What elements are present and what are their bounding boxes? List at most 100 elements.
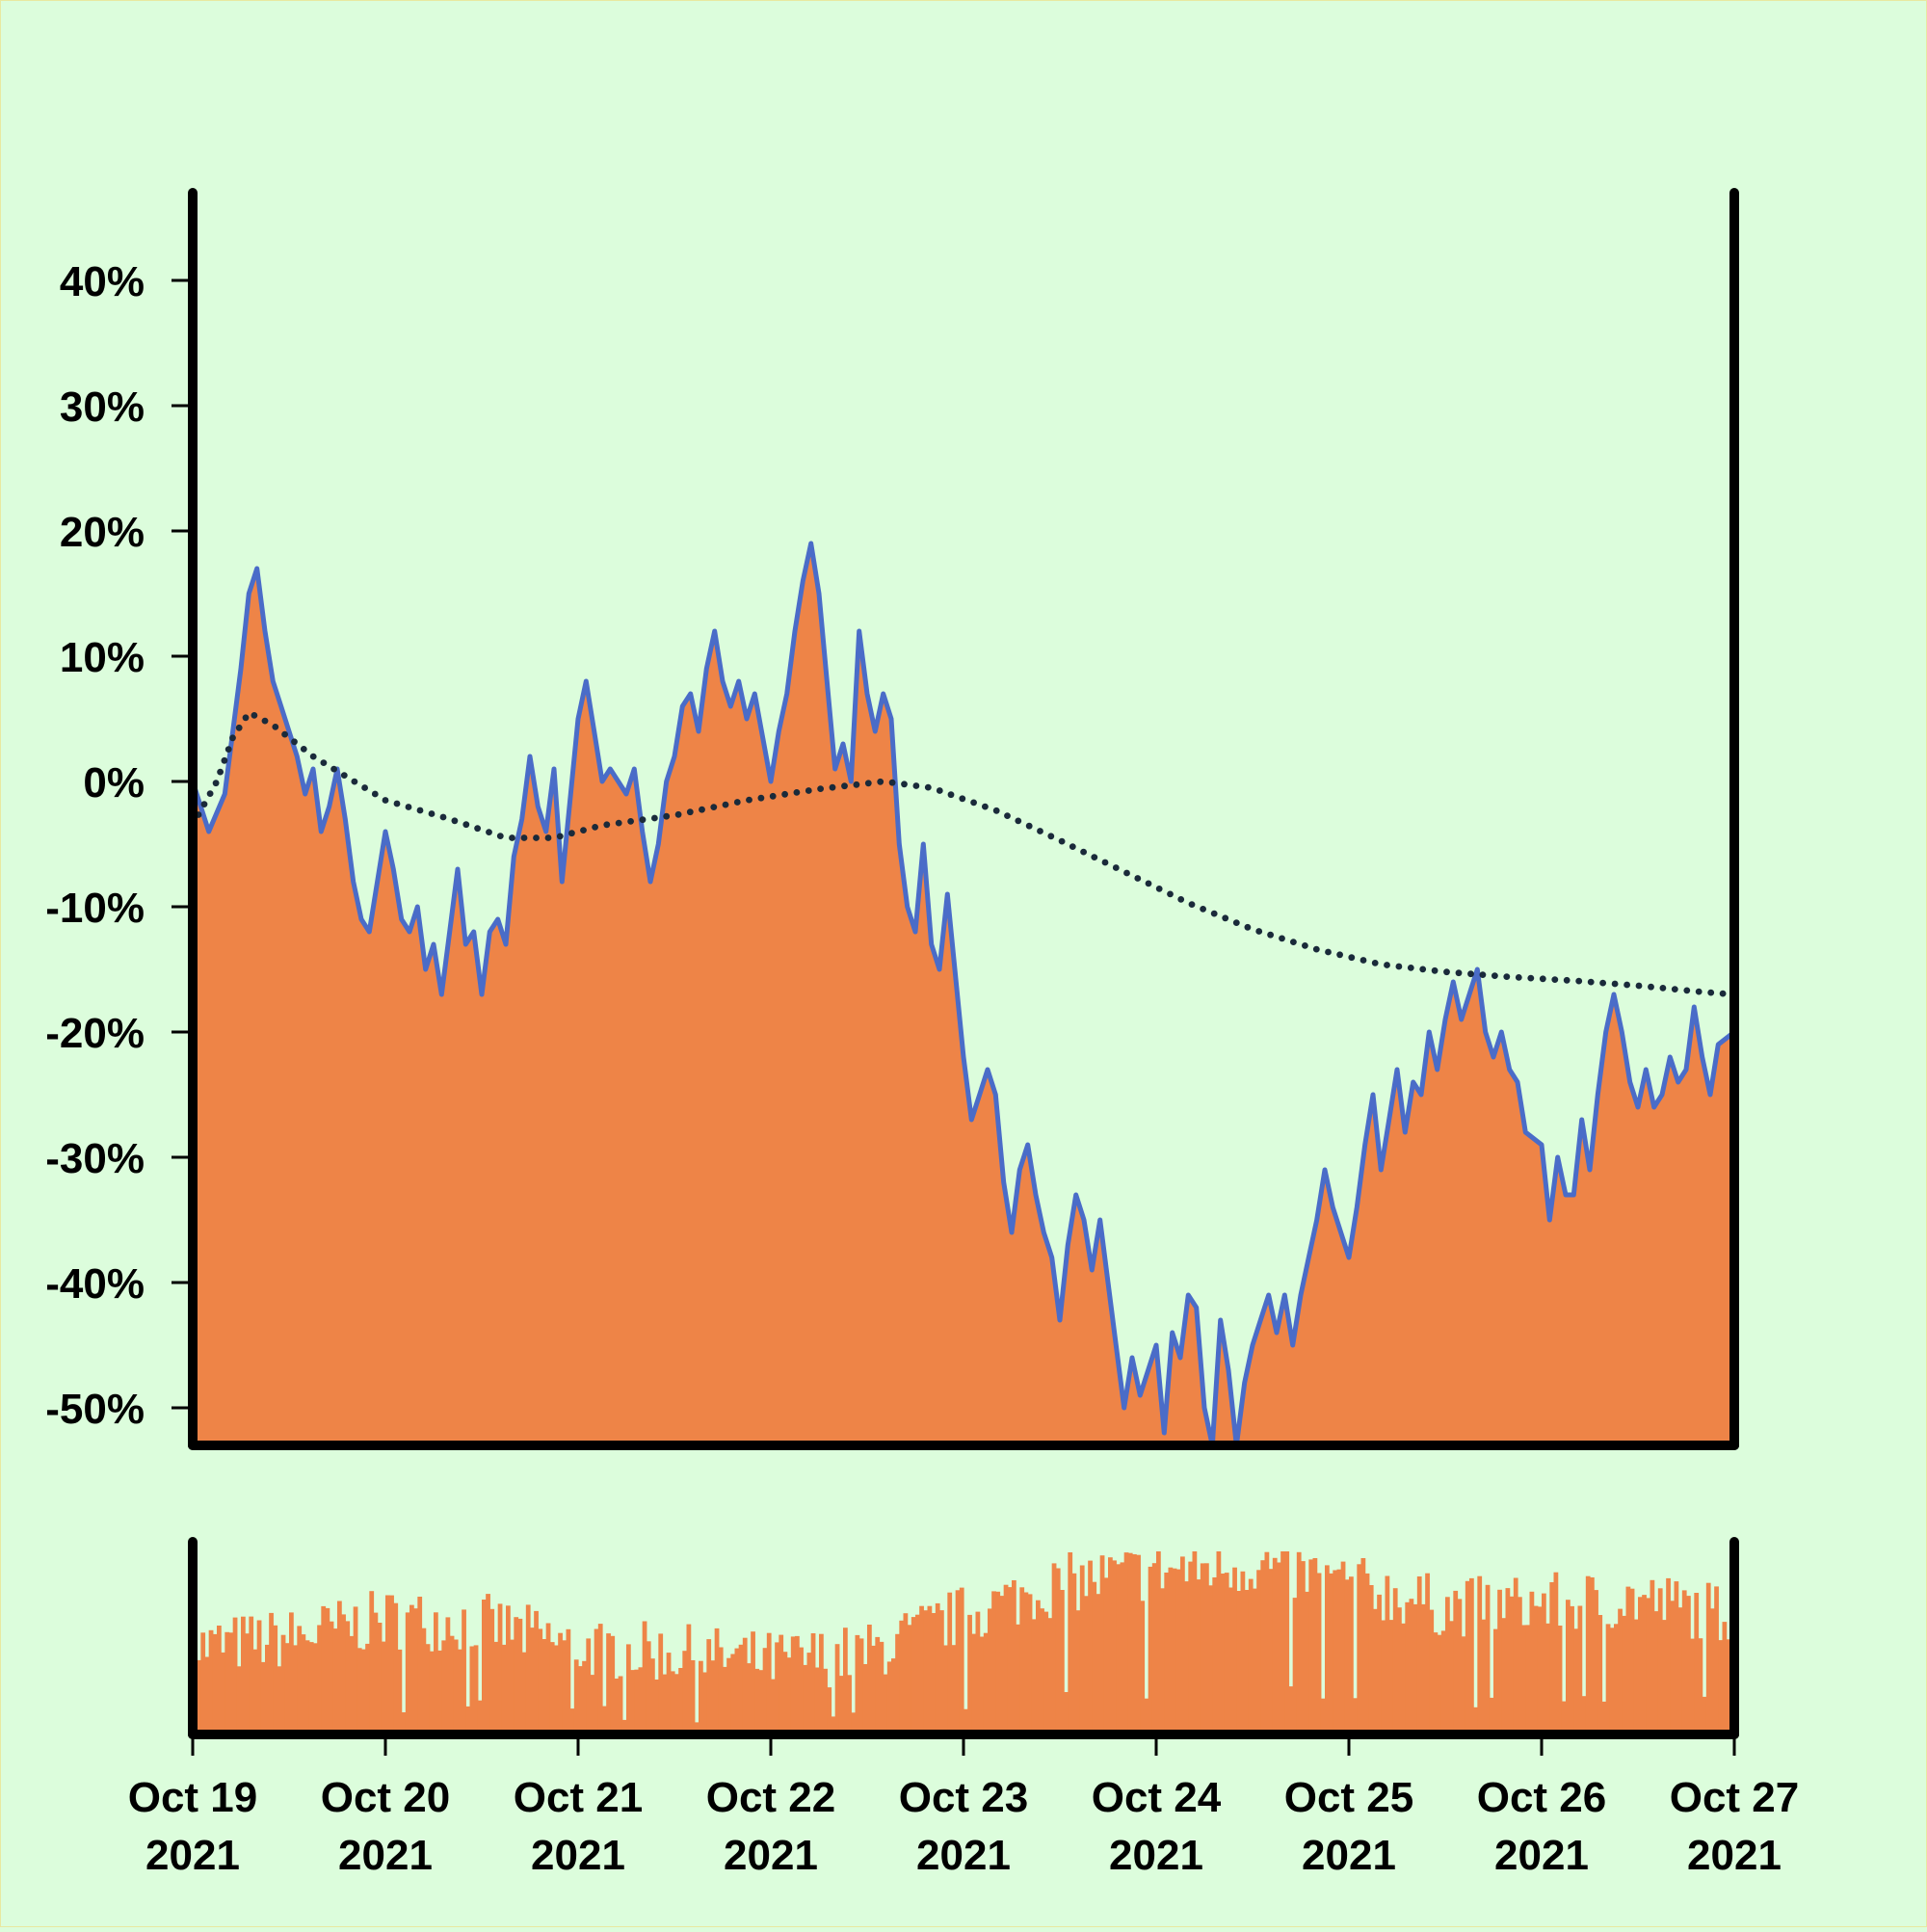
volume-bar bbox=[964, 1708, 968, 1734]
volume-bar bbox=[284, 1643, 290, 1734]
volume-bar bbox=[1392, 1588, 1398, 1734]
volume-bar bbox=[1360, 1558, 1366, 1734]
volume-bar bbox=[434, 1612, 438, 1734]
volume-bar bbox=[482, 1600, 487, 1734]
y-tick-label: 20% bbox=[60, 509, 145, 556]
volume-bar bbox=[1236, 1591, 1242, 1734]
volume-bar bbox=[1043, 1611, 1049, 1734]
volume-bar bbox=[1473, 1707, 1478, 1734]
volume-bar bbox=[650, 1658, 655, 1734]
moving-average-dot bbox=[1719, 990, 1727, 997]
moving-average-dot bbox=[229, 734, 236, 742]
moving-average-dot bbox=[1648, 983, 1654, 991]
moving-average-dot bbox=[829, 783, 836, 791]
volume-bar bbox=[782, 1652, 788, 1734]
volume-bar bbox=[1561, 1701, 1567, 1734]
volume-bar bbox=[1581, 1696, 1587, 1734]
volume-bar bbox=[1204, 1563, 1209, 1734]
volume-bar bbox=[939, 1610, 944, 1734]
volume-bar bbox=[1023, 1592, 1029, 1734]
volume-bar bbox=[1075, 1610, 1081, 1734]
moving-average-dot bbox=[371, 790, 379, 798]
moving-average-dot bbox=[1145, 880, 1152, 887]
volume-bar bbox=[895, 1633, 900, 1734]
volume-bar bbox=[1440, 1630, 1446, 1734]
moving-average-dot bbox=[864, 780, 872, 787]
volume-bar bbox=[449, 1635, 455, 1734]
moving-average-dot bbox=[947, 791, 955, 799]
volume-bar bbox=[626, 1644, 631, 1734]
x-tick-label-year: 2021 bbox=[531, 1832, 625, 1879]
volume-bar bbox=[790, 1636, 796, 1734]
y-tick-label: 40% bbox=[60, 258, 145, 305]
volume-bar bbox=[1357, 1564, 1362, 1734]
moving-average-dot bbox=[817, 785, 824, 792]
volume-bar bbox=[545, 1623, 551, 1734]
volume-bar bbox=[779, 1634, 784, 1734]
moving-average-dot bbox=[1491, 972, 1498, 979]
volume-bar bbox=[558, 1632, 563, 1734]
volume-bar bbox=[1296, 1551, 1302, 1734]
moving-average-dot bbox=[853, 781, 860, 788]
volume-bar bbox=[766, 1632, 772, 1734]
moving-average-dot bbox=[1515, 974, 1522, 981]
moving-average-dot bbox=[1255, 928, 1263, 935]
moving-average-dot bbox=[841, 782, 848, 790]
moving-average-dot bbox=[1419, 966, 1427, 973]
moving-average-dot bbox=[206, 790, 214, 797]
moving-average-dot bbox=[1587, 978, 1595, 986]
volume-bar bbox=[465, 1706, 471, 1734]
volume-bar bbox=[1301, 1561, 1306, 1734]
volume-bar bbox=[1232, 1567, 1237, 1734]
volume-bar bbox=[1244, 1590, 1250, 1734]
moving-average-dot bbox=[1683, 987, 1691, 994]
volume-bar bbox=[971, 1633, 977, 1734]
volume-bar bbox=[1601, 1701, 1607, 1734]
volume-bar bbox=[441, 1640, 447, 1734]
moving-average-dots bbox=[189, 712, 1727, 997]
volume-bar bbox=[690, 1660, 696, 1734]
moving-average-dot bbox=[1080, 848, 1087, 856]
volume-bar bbox=[486, 1594, 490, 1734]
volume-bar bbox=[1036, 1600, 1041, 1734]
volume-bar bbox=[1694, 1593, 1700, 1734]
volume-bar bbox=[867, 1625, 872, 1734]
volume-bar bbox=[586, 1638, 592, 1734]
y-tick-label: -40% bbox=[45, 1260, 145, 1308]
volume-bar bbox=[931, 1613, 937, 1734]
volume-bar bbox=[1253, 1588, 1257, 1734]
volume-bar bbox=[208, 1629, 214, 1734]
volume-bar bbox=[1653, 1611, 1659, 1734]
moving-average-dot bbox=[992, 807, 1000, 814]
moving-average-dot bbox=[1503, 973, 1511, 980]
volume-bar bbox=[799, 1647, 804, 1734]
volume-bar bbox=[694, 1722, 700, 1734]
volume-bar bbox=[260, 1661, 266, 1734]
volume-bar bbox=[1545, 1623, 1550, 1734]
volume-bar bbox=[1585, 1575, 1591, 1734]
volume-bar bbox=[1320, 1698, 1326, 1734]
volume-bar bbox=[947, 1592, 953, 1734]
volume-bar bbox=[883, 1674, 888, 1734]
volume-bar bbox=[1132, 1554, 1137, 1734]
volume-bar bbox=[1148, 1566, 1153, 1734]
volume-bar bbox=[497, 1603, 503, 1734]
moving-average-dot bbox=[242, 714, 250, 722]
volume-bar bbox=[1112, 1560, 1117, 1734]
volume-bar bbox=[858, 1638, 864, 1734]
volume-bar bbox=[538, 1628, 543, 1734]
moving-average-dot bbox=[1575, 977, 1583, 985]
volume-bar bbox=[317, 1625, 322, 1734]
moving-average-dot bbox=[1695, 988, 1703, 995]
moving-average-dot bbox=[982, 803, 989, 810]
volume-bar bbox=[517, 1618, 523, 1734]
volume-panel bbox=[188, 1537, 1739, 1739]
moving-average-dot bbox=[272, 724, 279, 730]
volume-bar bbox=[1007, 1587, 1013, 1734]
volume-bar bbox=[1333, 1570, 1338, 1734]
volume-bar bbox=[1308, 1559, 1314, 1734]
volume-bar bbox=[445, 1617, 451, 1734]
volume-bar bbox=[549, 1642, 555, 1734]
volume-bar bbox=[1469, 1577, 1474, 1734]
volume-bar bbox=[602, 1706, 607, 1734]
